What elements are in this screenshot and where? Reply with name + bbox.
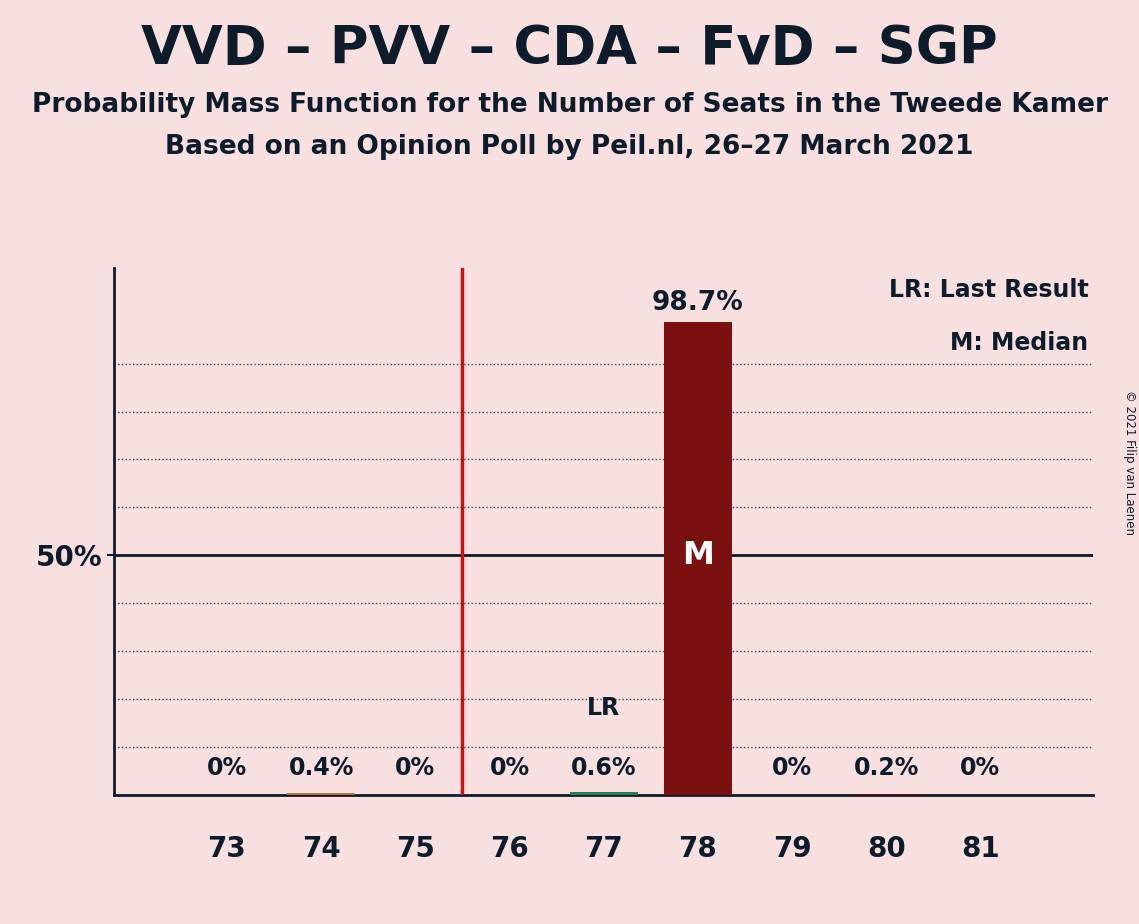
Text: © 2021 Filip van Laenen: © 2021 Filip van Laenen (1123, 390, 1137, 534)
Bar (852, 794, 920, 795)
Text: M: Median: M: Median (950, 331, 1089, 355)
Text: 77: 77 (584, 835, 623, 863)
Text: 0%: 0% (395, 757, 435, 780)
Text: 80: 80 (867, 835, 906, 863)
Text: LR: LR (587, 697, 621, 721)
Text: 0.6%: 0.6% (571, 757, 637, 780)
Text: 81: 81 (961, 835, 1000, 863)
Text: 0%: 0% (490, 757, 530, 780)
Bar (664, 322, 731, 795)
Text: LR: Last Result: LR: Last Result (888, 278, 1089, 302)
Text: 98.7%: 98.7% (652, 290, 744, 316)
Text: 78: 78 (679, 835, 718, 863)
Text: 0%: 0% (960, 757, 1000, 780)
Text: Based on an Opinion Poll by Peil.nl, 26–27 March 2021: Based on an Opinion Poll by Peil.nl, 26–… (165, 134, 974, 160)
Text: 75: 75 (396, 835, 435, 863)
Text: M: M (682, 540, 714, 571)
Text: VVD – PVV – CDA – FvD – SGP: VVD – PVV – CDA – FvD – SGP (141, 23, 998, 75)
Text: Probability Mass Function for the Number of Seats in the Tweede Kamer: Probability Mass Function for the Number… (32, 92, 1107, 118)
Text: 0%: 0% (772, 757, 812, 780)
Text: 73: 73 (207, 835, 246, 863)
Bar (570, 792, 638, 795)
Text: 0.2%: 0.2% (853, 757, 919, 780)
Text: 76: 76 (490, 835, 528, 863)
Text: 79: 79 (772, 835, 811, 863)
Bar (287, 793, 355, 795)
Text: 0%: 0% (207, 757, 247, 780)
Text: 0.4%: 0.4% (288, 757, 354, 780)
Text: 74: 74 (302, 835, 341, 863)
